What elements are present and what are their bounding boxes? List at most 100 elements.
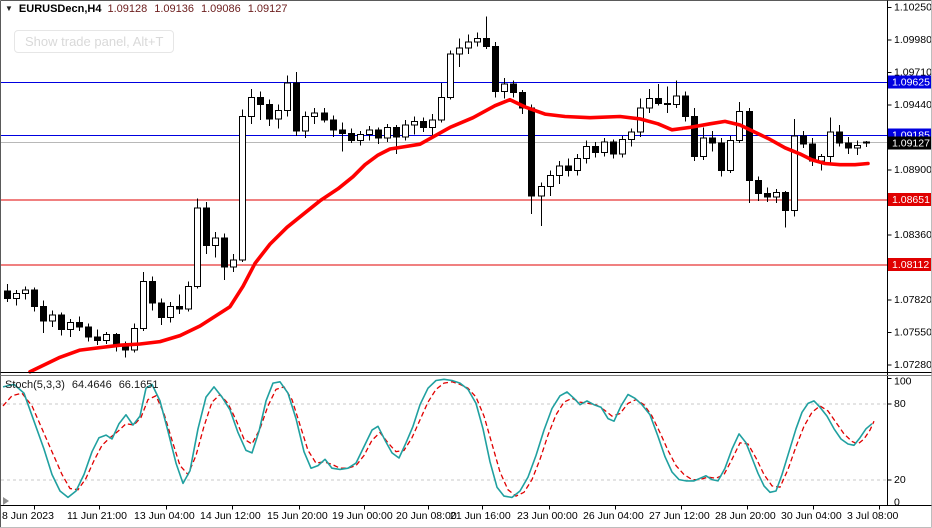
candle xyxy=(510,80,517,98)
stochastic-pane[interactable] xyxy=(1,378,887,505)
time-tick-label: 23 Jun 00:00 xyxy=(517,510,578,522)
stochastic-main-line xyxy=(2,378,873,499)
time-tick-label: 8 Jun 2023 xyxy=(2,510,54,522)
candle xyxy=(239,109,246,263)
candle xyxy=(718,138,725,177)
time-tick-label: 20 Jun 08:00 xyxy=(396,510,457,522)
candle xyxy=(311,108,318,124)
candle xyxy=(664,86,671,113)
candle xyxy=(420,117,427,133)
candle xyxy=(438,82,445,123)
candle xyxy=(131,323,138,353)
candle xyxy=(519,90,526,115)
time-tick-label: 28 Jun 20:00 xyxy=(715,510,776,522)
price-axis: 1.102501.099801.097101.094401.091701.089… xyxy=(887,2,932,509)
candle xyxy=(628,128,635,147)
time-tick-label: 3 Jul 08:00 xyxy=(847,510,899,522)
candle xyxy=(601,138,608,157)
candle xyxy=(158,298,165,325)
candle xyxy=(474,32,481,47)
candle xyxy=(727,135,734,174)
stochastic-tick-label: 0 xyxy=(894,497,900,509)
candle xyxy=(854,140,861,156)
candle xyxy=(330,115,337,137)
candle xyxy=(646,88,653,113)
time-tick-label: 14 Jun 12:00 xyxy=(200,510,261,522)
quote-close: 1.09127 xyxy=(247,3,288,15)
level-price-badge: 1.08651 xyxy=(888,192,932,206)
candle xyxy=(167,301,174,323)
stochastic-tick-label: 20 xyxy=(894,474,906,486)
symbol-period-label: EURUSDecn,H4 xyxy=(18,3,102,15)
candle xyxy=(293,72,300,136)
candle xyxy=(691,108,698,162)
candle xyxy=(746,108,753,204)
candle xyxy=(248,88,255,124)
candle xyxy=(402,120,409,141)
candle xyxy=(13,289,20,306)
candle xyxy=(501,78,508,99)
price-tick-label: 1.08900 xyxy=(894,164,932,176)
show-trade-panel-button[interactable]: Show trade panel, Alt+T xyxy=(14,30,175,53)
candle xyxy=(565,158,572,177)
time-tick-label: 27 Jun 12:00 xyxy=(649,510,710,522)
candle xyxy=(800,130,807,148)
price-tick-label: 1.09440 xyxy=(894,99,932,111)
candle xyxy=(339,122,346,152)
time-tick-label: 30 Jun 04:00 xyxy=(781,510,842,522)
svg-text:1.08112: 1.08112 xyxy=(892,259,929,271)
main-price-pane[interactable] xyxy=(1,16,887,374)
ohlc-quotes: 1.09128 1.09136 1.09086 1.09127 xyxy=(107,3,287,15)
candle xyxy=(429,114,436,136)
candle xyxy=(845,137,852,154)
stochastic-tick-label: 80 xyxy=(894,398,906,410)
candle xyxy=(700,127,707,160)
svg-text:1.09127: 1.09127 xyxy=(892,138,930,150)
candle xyxy=(103,332,110,345)
candle xyxy=(827,117,834,163)
candle xyxy=(483,16,490,50)
candle xyxy=(176,294,183,314)
candle xyxy=(709,130,716,152)
moving-average-line[interactable] xyxy=(28,97,870,374)
stochastic-tick-label: 100 xyxy=(894,376,912,388)
candle xyxy=(556,161,563,184)
candle xyxy=(411,116,418,135)
level-price-badge: 1.09625 xyxy=(888,75,932,89)
candle xyxy=(357,130,364,146)
svg-text:1.09625: 1.09625 xyxy=(892,77,930,89)
stochastic-d-value: 66.1651 xyxy=(118,379,159,391)
candle xyxy=(76,316,83,331)
candle xyxy=(31,287,38,312)
candle xyxy=(791,118,798,217)
candle xyxy=(583,140,590,164)
candle xyxy=(773,188,780,204)
price-tick-label: 1.10250 xyxy=(894,2,932,14)
symbol-dropdown-icon[interactable]: ▼ xyxy=(5,4,13,13)
candle xyxy=(4,283,11,302)
candle xyxy=(456,38,463,68)
candle xyxy=(782,191,789,228)
stochastic-signal-line xyxy=(2,381,875,497)
candle xyxy=(275,104,282,129)
candles-group xyxy=(4,16,870,358)
candle xyxy=(58,312,65,336)
candle xyxy=(465,34,472,54)
time-tick-label: 15 Jun 20:00 xyxy=(267,510,328,522)
time-tick-label: 19 Jun 00:00 xyxy=(332,510,393,522)
time-tick-label: 21 Jun 16:00 xyxy=(450,510,511,522)
stochastic-indicator-label: Stoch(5,3,3) 64.4646 66.1651 xyxy=(5,379,158,391)
candle xyxy=(447,50,454,100)
candle xyxy=(40,300,47,334)
candle xyxy=(194,198,201,289)
time-tick-label: 11 Jun 21:00 xyxy=(67,510,127,522)
price-tick-label: 1.07550 xyxy=(894,327,932,339)
price-tick-label: 1.07280 xyxy=(894,359,932,371)
pane-grip-icon[interactable] xyxy=(3,497,9,505)
candle xyxy=(284,75,291,117)
price-tick-label: 1.07820 xyxy=(894,294,932,306)
quote-open: 1.09128 xyxy=(107,3,148,15)
